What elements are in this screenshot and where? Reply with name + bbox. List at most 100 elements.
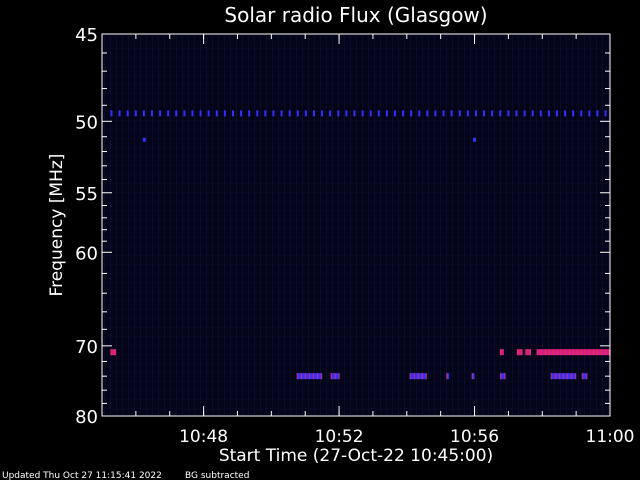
band-texture [572, 349, 575, 356]
noise-row [104, 57, 608, 58]
noise-stripe [140, 36, 141, 414]
noise-stripe [482, 36, 483, 414]
band-mark [118, 110, 121, 117]
band-mark [215, 110, 218, 117]
band-texture [576, 349, 579, 356]
noise-stripe [164, 36, 165, 414]
noise-stripe [572, 36, 573, 414]
noise-stripe [116, 36, 117, 414]
band-texture [300, 373, 303, 380]
band-mark [361, 110, 364, 117]
band-mark [385, 110, 388, 117]
band-mark [458, 110, 461, 117]
band-mark [231, 110, 234, 117]
noise-stripe [548, 36, 549, 414]
band-texture [596, 349, 599, 356]
band-segment [581, 373, 588, 380]
noise-row [104, 192, 608, 193]
band-mark [474, 110, 477, 117]
band-texture [560, 349, 563, 356]
band-segment [499, 349, 504, 356]
band-texture [503, 373, 506, 380]
noise-stripe [242, 36, 243, 414]
band-mark [418, 110, 421, 117]
noise-stripe [542, 36, 543, 414]
band-segment [516, 349, 523, 356]
noise-row [104, 354, 608, 355]
noise-stripe [356, 36, 357, 414]
noise-row [104, 399, 608, 400]
band-point [473, 137, 477, 142]
band-mark [450, 110, 453, 117]
band-texture [600, 349, 603, 356]
band-mark [580, 110, 583, 117]
band-texture [110, 349, 112, 356]
noise-stripe [596, 36, 597, 414]
noise-stripe [320, 36, 321, 414]
noise-row [104, 318, 608, 319]
band-texture [330, 373, 333, 380]
band-mark [280, 110, 283, 117]
band-texture [525, 349, 527, 356]
band-texture [558, 373, 561, 380]
band-mark [466, 110, 469, 117]
noise-stripe [494, 36, 495, 414]
band-texture [580, 349, 583, 356]
band-segment [499, 373, 506, 380]
noise-row [104, 120, 608, 121]
noise-stripe [122, 36, 123, 414]
x-tick-label: 11:00 [586, 427, 635, 447]
noise-row [104, 309, 608, 310]
band-texture [540, 349, 543, 356]
band-mark [353, 110, 356, 117]
band-texture [338, 373, 341, 380]
noise-row [104, 300, 608, 301]
noise-stripe [344, 36, 345, 414]
band-texture [552, 349, 555, 356]
axes: 45 50 55 60 70 80 10:48 10:52 10:56 11:00 [75, 25, 634, 447]
noise-stripe [272, 36, 273, 414]
noise-stripe [182, 36, 183, 414]
noise-stripe [266, 36, 267, 414]
noise-row [104, 345, 608, 346]
noise-stripe [104, 36, 105, 414]
noise-row [104, 147, 608, 148]
y-tick-label: 50 [75, 112, 98, 133]
noise-stripe [446, 36, 447, 414]
band-texture [568, 349, 571, 356]
band-texture [499, 349, 502, 356]
band-texture [308, 373, 311, 380]
noise-stripe [374, 36, 375, 414]
band-texture [425, 373, 428, 380]
noise-stripe [362, 36, 363, 414]
noise-row [104, 84, 608, 85]
y-axis-label: Frequency [MHz] [47, 154, 67, 297]
noise-stripe [278, 36, 279, 414]
band-texture [409, 373, 412, 380]
band-texture [550, 373, 553, 380]
band-mark [531, 110, 534, 117]
noise-stripe [176, 36, 177, 414]
noise-row [104, 408, 608, 409]
noise-stripe [134, 36, 135, 414]
noise-stripe [608, 36, 609, 414]
noise-row [104, 111, 608, 112]
band-mark [596, 110, 599, 117]
noise-stripe [236, 36, 237, 414]
noise-row [104, 246, 608, 247]
band-texture [562, 373, 565, 380]
band-mark [434, 110, 437, 117]
x-tick-label: 10:52 [315, 427, 364, 447]
band-mark [223, 110, 226, 117]
noise-stripe [146, 36, 147, 414]
noise-stripe [560, 36, 561, 414]
band-mark [491, 110, 494, 117]
noise-stripe [110, 36, 111, 414]
band-mark [159, 110, 162, 117]
noise-stripe [404, 36, 405, 414]
noise-stripe [158, 36, 159, 414]
noise-row [104, 210, 608, 211]
noise-row [104, 336, 608, 337]
band-texture [554, 373, 557, 380]
footer-updated: Updated Thu Oct 27 11:15:41 2022 [2, 471, 162, 480]
